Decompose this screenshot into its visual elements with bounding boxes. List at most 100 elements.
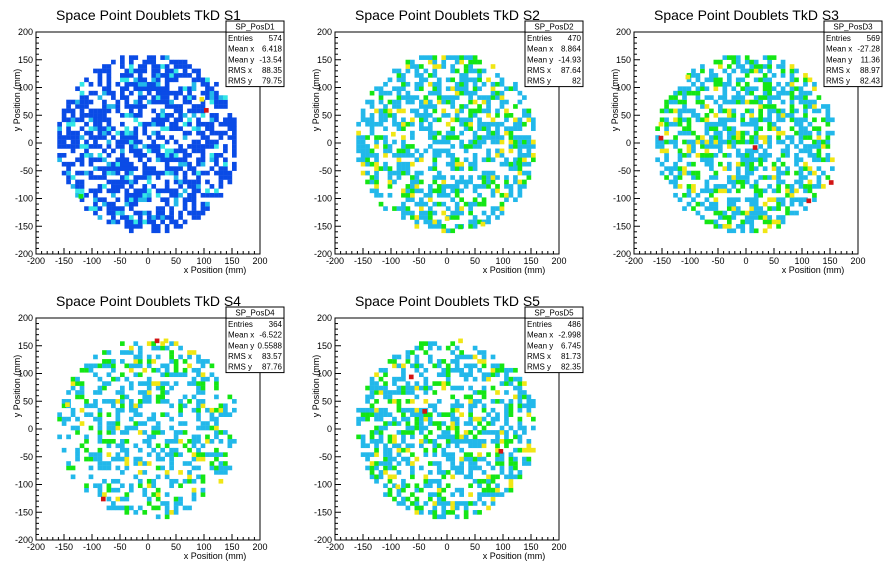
stats-value: 82.35 [561,363,582,372]
heatmap-cell [432,438,438,444]
heatmap-cell [137,505,143,511]
heatmap-cell [517,376,523,382]
heatmap-cell [780,68,786,74]
heatmap-cell [767,215,772,220]
heatmap-cell [830,117,835,123]
heatmap-cell [419,64,424,69]
heatmap-cell [807,90,813,96]
heatmap-cell [463,81,469,87]
heatmap-cell [111,430,116,435]
heatmap-cell [794,108,799,114]
heatmap-cell [490,157,496,163]
heatmap-cell [789,135,795,140]
heatmap-cell [450,210,456,216]
heatmap-cell [513,81,518,87]
heatmap-cell [740,121,746,127]
heatmap-cell [151,99,157,105]
heatmap-cell [196,390,201,395]
heatmap-cell [486,157,491,163]
stats-value: 569 [867,34,881,43]
heatmap-cell [120,505,125,511]
heatmap-cell [785,144,790,149]
heatmap-cell [102,104,107,109]
heatmap-cell [477,399,482,404]
heatmap-cell [182,179,188,185]
heatmap-cell [673,184,678,189]
heatmap-cell [227,175,233,180]
heatmap-cell [803,99,808,105]
heatmap-cell [61,447,67,453]
heatmap-cell [677,170,683,176]
heatmap-cell [187,381,192,386]
heatmap-cell [436,152,442,158]
heatmap-cell [704,148,710,154]
panel-5: Space Point Doublets TkD S5-200 -150 -100-… [311,293,584,561]
heatmap-cell [405,152,411,158]
heatmap-cell [214,188,219,194]
heatmap-cell [369,117,375,123]
x-tick-label: 150 [523,542,538,552]
heatmap-cell [472,188,478,194]
heatmap-cell [762,139,768,145]
heatmap-cell [472,130,478,136]
heatmap-cell [450,421,456,426]
heatmap-cell [151,434,157,440]
heatmap-cell [504,372,509,378]
heatmap-cell [369,99,375,105]
heatmap-cell [97,188,103,194]
heatmap-cell [812,99,817,105]
heatmap-cell [686,201,692,207]
heatmap-cell [517,90,523,96]
heatmap-cell [526,139,532,145]
heatmap-cell [102,108,107,114]
heatmap-cell [146,434,152,440]
heatmap-cell [812,197,817,203]
heatmap-cell [88,206,94,211]
heatmap-cell [468,121,473,127]
heatmap-cell [93,390,98,395]
heatmap-cell [490,430,496,435]
heatmap-cell [88,99,94,105]
heatmap-cell [383,452,388,457]
heatmap-cell [209,121,215,127]
heatmap-cell [120,385,125,391]
heatmap-cell [142,104,148,109]
stats-value: 87.76 [262,363,283,372]
heatmap-cell [513,434,518,440]
heatmap-cell [169,73,174,78]
heatmap-cell [454,201,460,207]
heatmap-cell [695,135,701,140]
heatmap-cell [668,179,674,185]
heatmap-cell [522,139,527,145]
heatmap-cell [146,452,152,457]
heatmap-cell [120,59,125,65]
heatmap-cell [522,430,527,435]
heatmap-cell [218,170,224,176]
heatmap-cell [726,197,732,203]
heatmap-cell [182,73,188,78]
heatmap-cell [427,416,433,422]
heatmap-cell [405,399,411,404]
heatmap-cell [187,95,192,100]
heatmap-cell [691,188,696,194]
heatmap-cell [214,81,219,87]
stats-value: -6.522 [259,331,282,340]
heatmap-cell [825,130,831,136]
heatmap-cell [79,135,85,140]
heatmap-cell [151,345,157,351]
heatmap-cell [155,135,161,140]
heatmap-cell [695,86,701,92]
heatmap-cell [749,135,755,140]
heatmap-cell [441,192,447,198]
heatmap-cell [816,108,822,114]
heatmap-cell [758,64,763,69]
heatmap-cell [160,456,165,462]
heatmap-cell [182,359,188,364]
heatmap-cell [423,350,429,355]
heatmap-cell [436,175,442,180]
heatmap-cell [405,381,411,386]
heatmap-cell [97,421,103,426]
heatmap-cell [133,359,139,364]
